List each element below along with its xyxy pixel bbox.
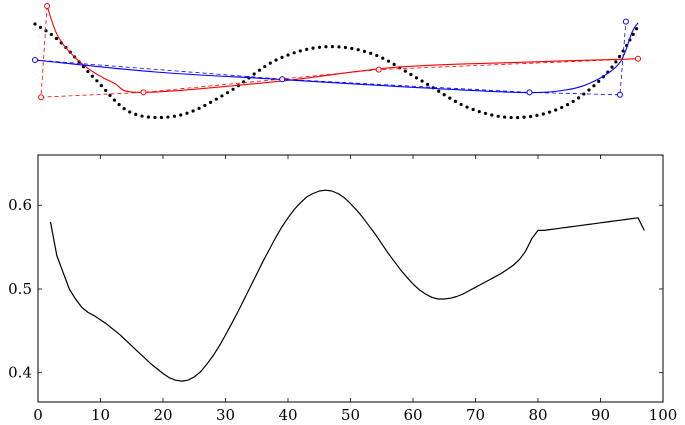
plot-frame	[37, 154, 664, 403]
control-point	[622, 18, 629, 25]
x-tick-label: 40	[278, 406, 297, 424]
control-point	[375, 66, 382, 73]
control-point	[616, 91, 623, 98]
control-point	[44, 3, 51, 9]
control-point	[635, 55, 641, 62]
target-curve-dotted	[33, 22, 640, 120]
control-polygon-4	[34, 21, 627, 96]
control-point	[526, 89, 533, 96]
x-tick-label: 60	[403, 406, 422, 424]
x-tick-label: 30	[216, 406, 235, 424]
control-point	[32, 57, 38, 63]
x-tick-label: 70	[466, 406, 485, 424]
x-tick-label: 10	[91, 406, 110, 424]
x-tick-label: 0	[33, 406, 43, 424]
y-tick-label: 0.6	[8, 196, 32, 214]
x-tick-label: 50	[341, 406, 360, 424]
bezier-curve-2	[34, 22, 639, 94]
series-layer	[49, 189, 645, 382]
x-tick-label: 80	[528, 406, 547, 424]
y-tick-label: 0.5	[8, 280, 32, 298]
bezier-curves-plot	[32, 3, 641, 120]
x-axis: 0 10 20 30 40 50 60 70 80 90 100	[33, 155, 677, 424]
bezier-curve-1	[46, 5, 639, 93]
x-tick-label: 20	[153, 406, 172, 424]
y-tick-label: 0.4	[8, 364, 32, 382]
control-point	[38, 94, 44, 101]
x-tick-label: 90	[591, 406, 610, 424]
line-chart: 0 10 20 30 40 50 60 70 80 90 100 0.4 0.5 0.6	[8, 154, 677, 424]
control-point	[279, 76, 286, 83]
x-tick-label: 100	[649, 406, 678, 424]
control-point	[140, 89, 147, 96]
y-axis: 0.4 0.5 0.6	[8, 196, 663, 382]
series-line	[49, 189, 645, 382]
